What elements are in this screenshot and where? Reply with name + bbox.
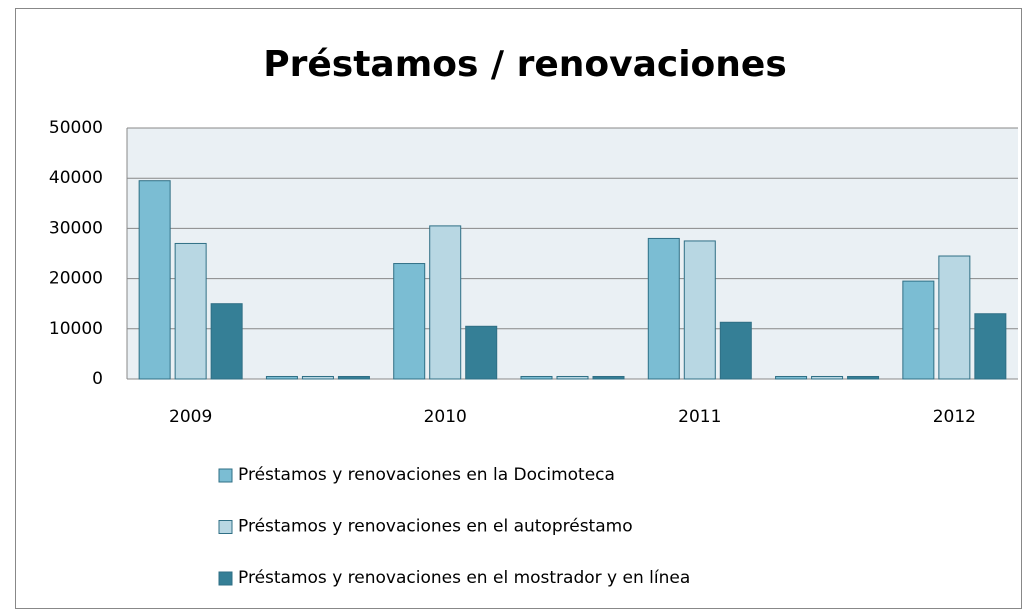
- y-tick-label: 20000: [49, 269, 103, 289]
- x-tick-label: 2012: [933, 407, 976, 427]
- bar: [811, 375, 844, 380]
- bar: [556, 375, 589, 380]
- bar: [210, 303, 243, 380]
- y-tick-label: 0: [92, 369, 103, 389]
- plot-area: [127, 128, 1018, 379]
- bar: [337, 375, 370, 380]
- legend-swatch: [218, 520, 233, 534]
- legend-label: Préstamos y renovaciones en el mostrador…: [238, 568, 690, 588]
- y-tick-label: 40000: [49, 168, 103, 188]
- bar: [847, 375, 880, 380]
- legend-label: Préstamos y renovaciones en la Docimotec…: [238, 465, 615, 485]
- bar: [902, 280, 935, 380]
- bar: [174, 242, 207, 380]
- bar: [775, 375, 808, 380]
- bar: [465, 325, 498, 380]
- bar: [301, 375, 334, 380]
- bar: [719, 321, 752, 380]
- bar: [429, 225, 462, 380]
- bar: [938, 255, 971, 380]
- y-tick-label: 10000: [49, 319, 103, 339]
- legend-swatch: [218, 571, 233, 586]
- bar: [520, 375, 553, 380]
- y-tick-label: 30000: [49, 218, 103, 238]
- y-tick-label: 50000: [49, 118, 103, 138]
- x-tick-label: 2009: [169, 407, 212, 427]
- bar: [138, 180, 171, 380]
- bar: [265, 375, 298, 380]
- bar: [393, 263, 426, 380]
- bar: [683, 240, 716, 380]
- legend-swatch: [218, 468, 233, 483]
- legend-label: Préstamos y renovaciones en el autoprést…: [238, 517, 633, 537]
- bar: [647, 237, 680, 380]
- chart-title: Préstamos / renovaciones: [263, 44, 787, 85]
- bar: [592, 375, 625, 380]
- x-tick-label: 2010: [424, 407, 467, 427]
- bar: [974, 313, 1007, 380]
- x-tick-label: 2011: [678, 407, 721, 427]
